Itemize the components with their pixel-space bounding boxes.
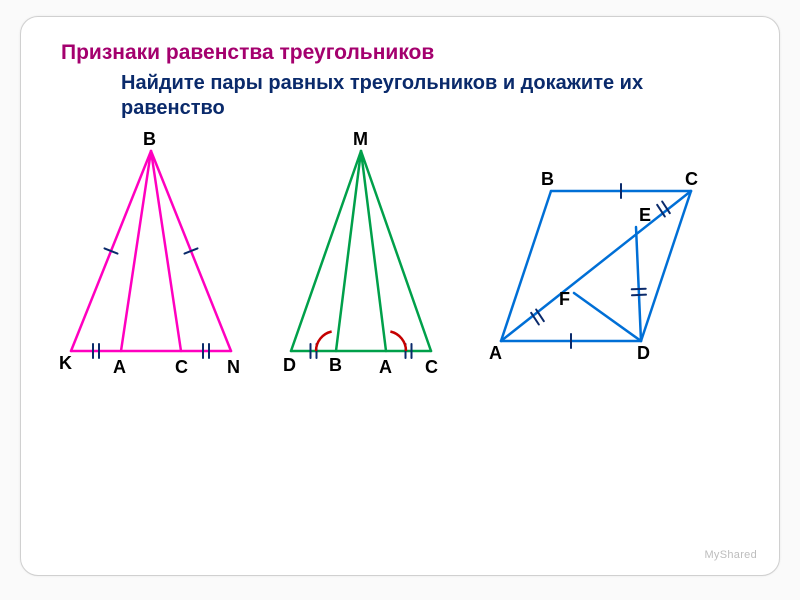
vertex-label: C xyxy=(685,169,698,189)
vertex-label: B xyxy=(143,131,156,149)
vertex-label: C xyxy=(425,357,438,377)
vertex-label: M xyxy=(353,131,368,149)
vertex-label: K xyxy=(59,353,72,373)
page-subtitle: Найдите пары равных треугольников и дока… xyxy=(121,71,739,121)
vertex-label: E xyxy=(639,205,651,225)
vertex-label: C xyxy=(175,357,188,377)
vertex-label: A xyxy=(379,357,392,377)
figures-area: K A C N B D B A C M A D B C F E xyxy=(61,131,739,491)
vertex-label: B xyxy=(329,355,342,375)
watermark: MyShared xyxy=(704,549,757,561)
page-title: Признаки равенства треугольников xyxy=(61,41,739,65)
figure-2: D B A C M xyxy=(271,131,461,391)
vertex-label: B xyxy=(541,169,554,189)
vertex-label: A xyxy=(113,357,126,377)
vertex-label: A xyxy=(489,343,502,363)
figure-3: A D B C F E xyxy=(481,151,721,381)
vertex-label: N xyxy=(227,357,240,377)
vertex-label: F xyxy=(559,289,570,309)
vertex-label: D xyxy=(283,355,296,375)
vertex-label: D xyxy=(637,343,650,363)
figure-1: K A C N B xyxy=(51,131,261,391)
